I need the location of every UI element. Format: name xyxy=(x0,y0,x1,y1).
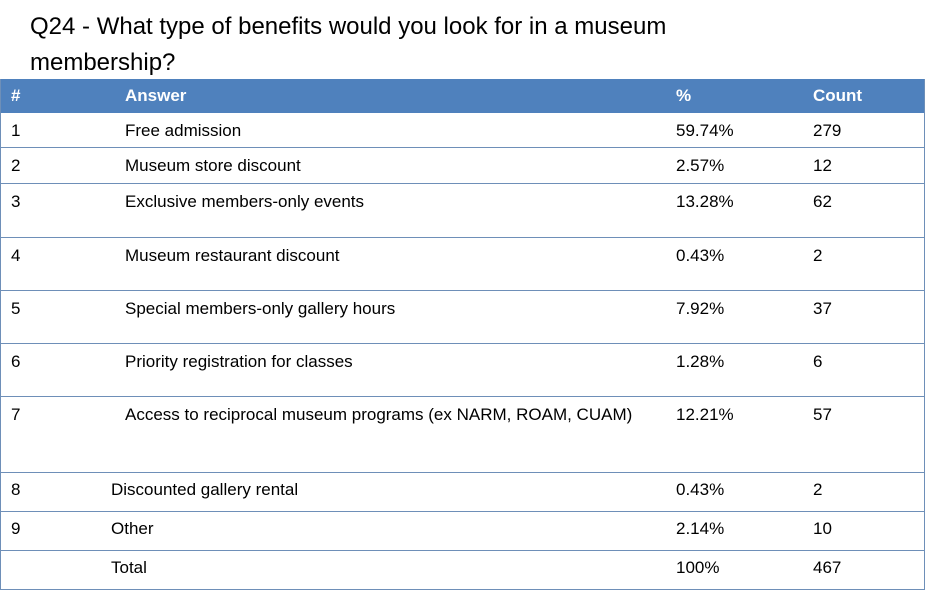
row-number: 5 xyxy=(11,299,21,318)
row-number: 3 xyxy=(11,192,21,211)
table-row: 5 Special members-only gallery hours 7.92%… xyxy=(1,291,924,344)
row-number: 6 xyxy=(11,352,21,371)
table: # Answer% Count 1 Free admission 59.74% 279 2 Mu… xyxy=(0,79,925,590)
table-row: 8 Discounted gallery rental 0.43% 2 xyxy=(1,473,924,512)
header-cell: % xyxy=(676,86,692,105)
answer: Access to reciprocal museum programs (ex… xyxy=(125,405,633,424)
count: 279 xyxy=(813,121,842,140)
percent: 1.28% xyxy=(676,352,725,371)
table-row: 3 Exclusive members-only events 13.28% 62 xyxy=(1,184,924,238)
percent: 2.57% xyxy=(676,156,725,175)
answer: Museum store discount xyxy=(125,156,301,175)
table-row: 9 Other 2.14% 10 xyxy=(1,512,924,551)
percent: 0.43% xyxy=(676,246,725,265)
percent: 13.28% xyxy=(676,192,734,211)
count: 10 xyxy=(813,519,832,538)
table-row: 7 Access to reciprocal museum programs (e… xyxy=(1,397,924,473)
row-number: 9 xyxy=(11,519,21,538)
header-row: # Answer% Count xyxy=(1,79,924,113)
table-row: 4 Museum restaurant discount 0.43% 2 xyxy=(1,238,924,291)
percent: 12.21% xyxy=(676,405,734,424)
answer: Discounted gallery rental xyxy=(111,480,299,499)
answer: Special members-only gallery hours xyxy=(125,299,396,318)
count: 2 xyxy=(813,246,823,265)
total-label: Total xyxy=(111,558,147,577)
header-cell: Count xyxy=(813,86,863,105)
row-number: 8 xyxy=(11,480,21,499)
header-cell: # xyxy=(11,86,21,105)
percent: 0.43% xyxy=(676,480,725,499)
count: 57 xyxy=(813,405,832,424)
table-row: 1 Free admission 59.74% 279 xyxy=(1,113,924,148)
row-number: 7 xyxy=(11,405,21,424)
count: 2 xyxy=(813,480,823,499)
total-count: 467 xyxy=(813,558,842,577)
header-cell: Answer xyxy=(125,86,187,105)
count: 12 xyxy=(813,156,832,175)
count: 37 xyxy=(813,299,832,318)
percent: 2.14% xyxy=(676,519,725,538)
answer: Museum restaurant discount xyxy=(125,246,340,265)
answer: Other xyxy=(111,519,154,538)
table-row: 2 Museum store discount 2.57% 12 xyxy=(1,148,924,184)
total-row: Total 100% 467 xyxy=(1,551,924,590)
count: 62 xyxy=(813,192,832,211)
row-number: 4 xyxy=(11,246,21,265)
answer: Exclusive members-only events xyxy=(125,192,365,211)
table-row: 6 Priority registration for classes 1.28% 6 xyxy=(1,344,924,397)
row-number: 2 xyxy=(11,156,21,175)
row-number: 1 xyxy=(11,121,21,140)
total-percent: 100% xyxy=(676,558,720,577)
percent: 59.74% xyxy=(676,121,734,140)
percent: 7.92% xyxy=(676,299,725,318)
answer: Priority registration for classes xyxy=(125,352,353,371)
count: 6 xyxy=(813,352,823,371)
answer: Free admission xyxy=(125,121,242,140)
title: Q24 - What type of benefits would you lo… xyxy=(30,13,667,76)
